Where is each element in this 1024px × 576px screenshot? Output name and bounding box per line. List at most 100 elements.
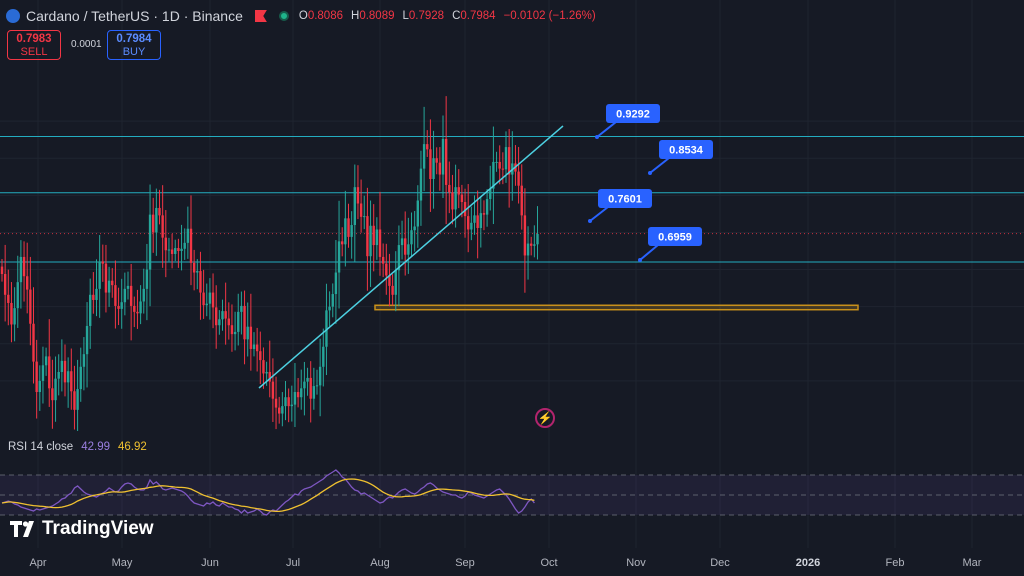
candle xyxy=(394,270,397,295)
candle xyxy=(451,192,454,210)
drawings[interactable]: 0.9292 0.8534 0.7601 0.6959 xyxy=(258,104,713,389)
flag-icon[interactable] xyxy=(254,10,267,22)
label-anchor xyxy=(595,135,599,139)
candle xyxy=(372,225,375,246)
candle xyxy=(369,225,372,257)
tradingview-logo[interactable]: TradingView xyxy=(10,518,154,540)
candle xyxy=(54,378,57,401)
candle xyxy=(435,158,438,163)
candle xyxy=(129,285,133,306)
candle xyxy=(322,346,325,367)
candle xyxy=(473,215,476,223)
sell-price: 0.7983 xyxy=(16,33,52,45)
sell-label: SELL xyxy=(20,46,48,58)
candle xyxy=(265,371,268,374)
rsi-line xyxy=(1,469,535,516)
candle xyxy=(441,138,445,175)
candle xyxy=(347,218,350,237)
candle xyxy=(363,216,366,218)
candle xyxy=(3,274,7,295)
candle xyxy=(155,207,158,233)
candle xyxy=(104,263,108,293)
candle xyxy=(79,366,82,390)
candle xyxy=(293,392,297,405)
candle xyxy=(470,222,473,230)
buy-price: 0.7984 xyxy=(116,33,152,45)
candle xyxy=(133,305,136,312)
candle xyxy=(312,386,316,399)
ohlc-values: O0.8086 H0.8089 L0.7928 C0.7984 −0.0102 … xyxy=(298,10,596,22)
candle xyxy=(385,263,388,276)
candle xyxy=(120,302,123,309)
candle xyxy=(416,200,419,227)
candle xyxy=(526,243,530,256)
candle xyxy=(41,365,45,381)
candle xyxy=(189,228,193,263)
candle xyxy=(366,216,369,257)
candle xyxy=(467,216,470,230)
candle xyxy=(196,271,199,273)
candle xyxy=(98,261,101,289)
candle xyxy=(246,326,249,340)
candle xyxy=(249,326,253,349)
trendline xyxy=(258,125,564,389)
symbol-title[interactable]: Cardano / TetherUS · 1D · Binance xyxy=(26,8,243,24)
candle xyxy=(205,303,208,306)
candle xyxy=(183,242,186,249)
lightning-icon[interactable]: ⚡ xyxy=(535,408,555,428)
candle xyxy=(438,162,442,175)
candle xyxy=(309,377,312,399)
candle xyxy=(63,360,67,383)
candle xyxy=(407,244,410,255)
price-label-text: 0.6959 xyxy=(658,232,692,244)
candle xyxy=(218,319,221,326)
candle xyxy=(237,311,240,332)
candle xyxy=(7,294,10,303)
sell-button[interactable]: 0.7983 SELL xyxy=(7,30,61,60)
candle xyxy=(536,233,539,245)
candle xyxy=(123,288,127,303)
candle xyxy=(259,351,262,361)
candle xyxy=(530,243,533,246)
candle xyxy=(413,226,416,231)
candle xyxy=(224,311,227,319)
label-pointer xyxy=(589,206,609,222)
candle xyxy=(262,360,265,374)
buy-button[interactable]: 0.7984 BUY xyxy=(107,30,161,60)
candle xyxy=(523,215,527,256)
label-pointer xyxy=(649,157,670,174)
candle xyxy=(498,161,501,169)
candle xyxy=(29,289,32,324)
candle xyxy=(95,288,98,300)
x-axis: Apr May Jun Jul Aug Sep Oct Nov Dec 2026 Feb Mar xyxy=(29,557,981,569)
cardano-coin-icon xyxy=(6,9,20,23)
candle xyxy=(13,308,16,325)
candle xyxy=(215,307,218,326)
candle xyxy=(66,371,70,383)
candle xyxy=(334,272,338,295)
candle xyxy=(38,380,41,393)
candle xyxy=(111,280,114,286)
x-tick-label: Aug xyxy=(370,557,390,569)
high-value: 0.8089 xyxy=(359,10,395,22)
candle xyxy=(148,214,152,270)
candle xyxy=(296,392,300,398)
candle xyxy=(341,241,344,245)
price-label-box xyxy=(598,189,652,208)
candle xyxy=(202,292,205,306)
candle xyxy=(161,215,164,238)
x-tick-label: Jul xyxy=(286,557,300,569)
price-label-box xyxy=(606,104,660,123)
candle xyxy=(76,389,79,410)
candle xyxy=(306,377,309,382)
candle xyxy=(391,285,394,295)
candle xyxy=(325,310,328,347)
candle xyxy=(460,194,464,203)
candle xyxy=(350,225,353,237)
candle xyxy=(164,237,167,251)
rsi-legend: RSI 14 close 42.99 46.92 xyxy=(8,441,147,453)
label-anchor xyxy=(638,258,642,262)
candle xyxy=(495,161,498,163)
price-label-text: 0.9292 xyxy=(616,109,650,121)
